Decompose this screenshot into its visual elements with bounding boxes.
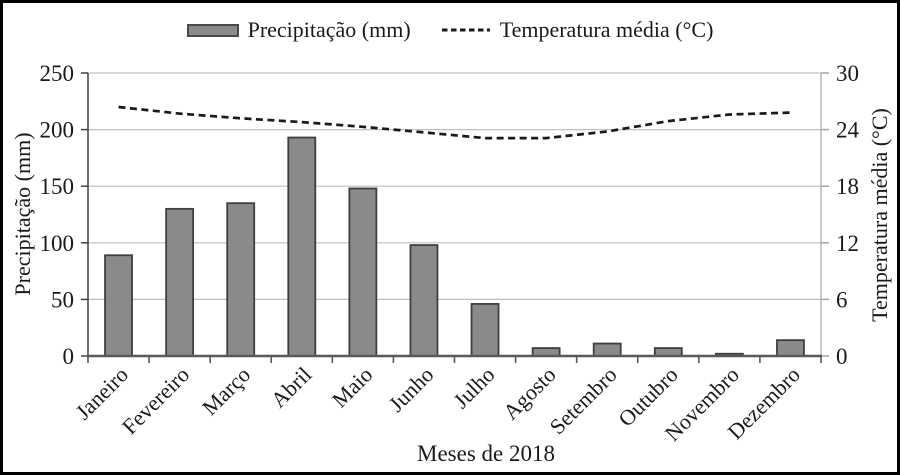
month-label-fevereiro: Fevereiro	[117, 362, 194, 439]
left-axis-tick-label: 50	[51, 287, 74, 312]
right-axis-tick-label: 6	[836, 287, 848, 312]
right-axis-tick-label: 24	[836, 118, 860, 143]
legend-item-precipitation: Precipitação (mm)	[186, 17, 411, 43]
x-axis-title: Meses de 2018	[417, 441, 555, 466]
left-axis-tick-label: 250	[40, 61, 75, 86]
left-axis-tick-label: 0	[63, 344, 75, 369]
left-axis-tick-label: 200	[40, 118, 75, 143]
dashed-line-swatch-icon	[441, 28, 490, 32]
chart-legend: Precipitação (mm) Temperatura média (°C)	[3, 15, 897, 45]
month-label-julho: Julho	[448, 362, 499, 413]
precipitation-bar-setembro	[592, 342, 622, 357]
precipitation-bar-abril	[287, 136, 317, 357]
plot-area: 0501001502002500612182430JaneiroFevereir…	[40, 61, 860, 446]
bar-swatch-icon	[186, 23, 239, 37]
precipitation-bar-junho	[409, 244, 439, 357]
month-label-abril: Abril	[266, 362, 317, 413]
precipitation-bar-janeiro	[104, 254, 133, 357]
left-axis-tick-label: 150	[40, 174, 75, 199]
legend-item-temperature: Temperatura média (°C)	[441, 17, 714, 43]
temperature-line	[118, 105, 791, 140]
right-axis-tick-label: 18	[836, 174, 859, 199]
legend-label-temperature: Temperatura média (°C)	[499, 17, 714, 42]
right-axis-tick-label: 0	[836, 344, 848, 369]
left-axis-tick-label: 100	[40, 231, 75, 256]
month-label-maio: Maio	[327, 362, 378, 413]
month-label-setembro: Setembro	[544, 362, 621, 439]
right-axis-tick-label: 30	[836, 61, 859, 86]
precipitation-bar-maio	[348, 187, 378, 357]
precipitation-bar-julho	[470, 303, 500, 357]
right-axis-tick-label: 12	[836, 231, 859, 256]
precipitation-bar-dezembro	[776, 339, 805, 357]
month-label-março: Março	[197, 362, 255, 420]
precipitation-bar-março	[226, 202, 256, 357]
legend-label-precipitation: Precipitação (mm)	[247, 17, 411, 42]
precipitation-bar-fevereiro	[165, 207, 195, 357]
month-label-junho: Junho	[384, 362, 439, 417]
